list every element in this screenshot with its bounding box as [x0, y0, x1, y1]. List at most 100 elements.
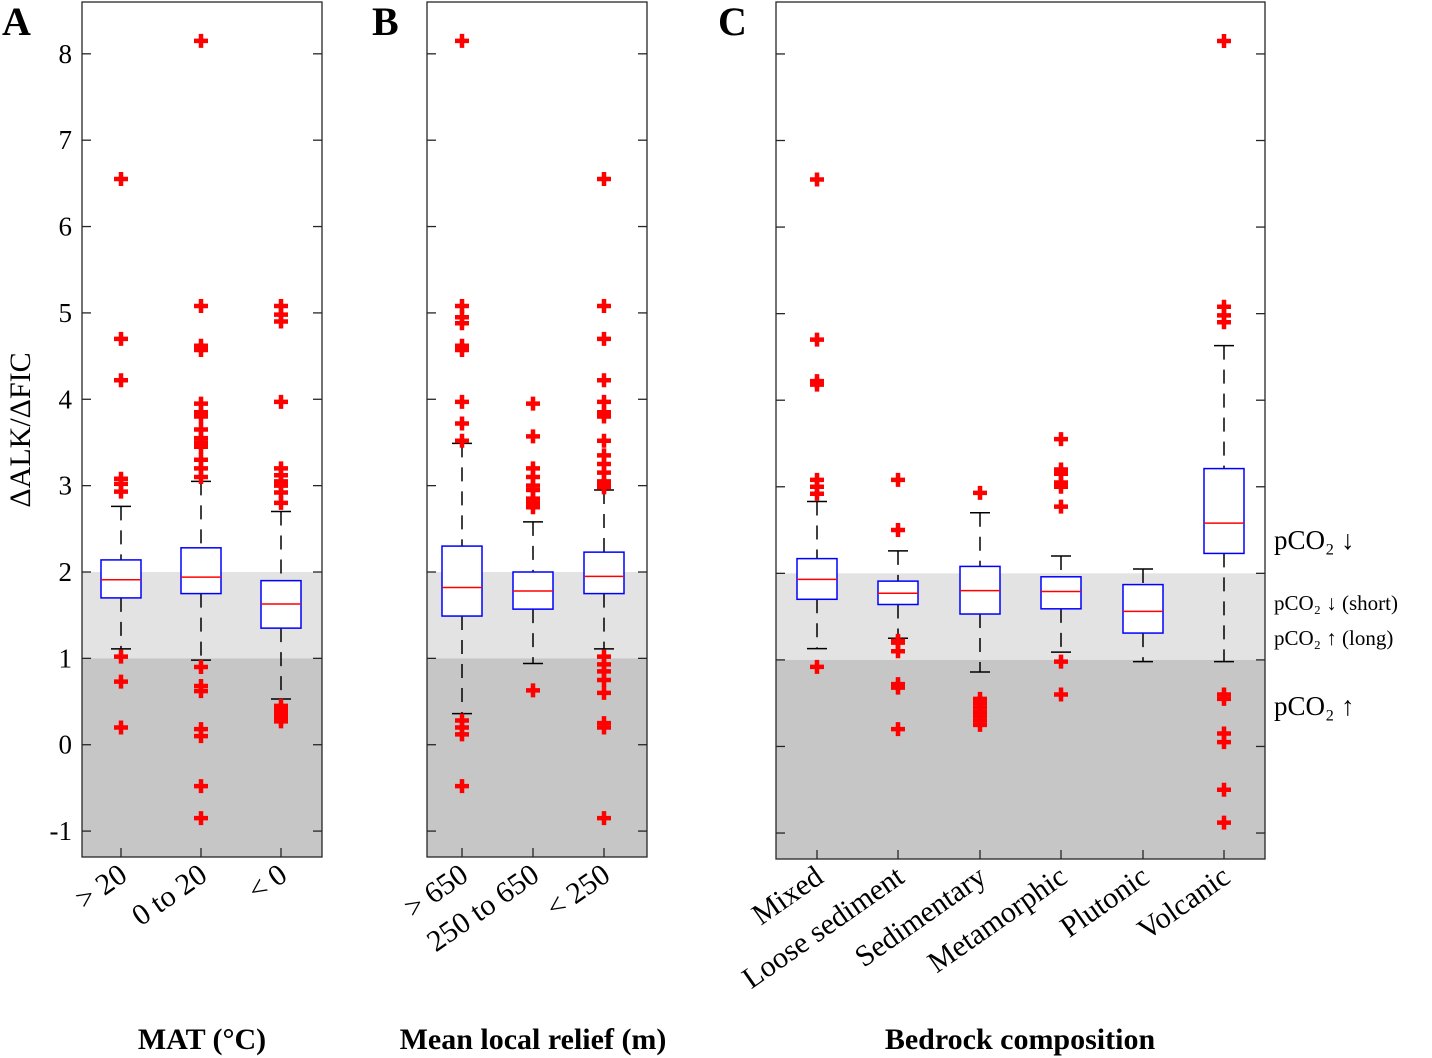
panel-title-a: MAT (°C)	[138, 1023, 266, 1056]
outlier-marker	[455, 433, 469, 448]
box-0-to-20	[180, 33, 222, 826]
outlier-marker	[1217, 815, 1231, 830]
y-tick-label: 5	[59, 298, 73, 328]
outlier-marker	[1054, 479, 1068, 494]
x-tick-label: > 20	[70, 858, 134, 916]
iqr-box	[1203, 467, 1245, 555]
outlier-marker	[455, 727, 469, 742]
outlier-marker	[597, 331, 611, 346]
panel-a: -1 0 1 2 3 4 5 6 7 8 > 200 to 20 < 0	[50, 1, 323, 933]
box-sedimentary	[959, 485, 1001, 732]
box-250	[583, 172, 625, 826]
outlier-marker	[597, 172, 611, 187]
y-tick-label: 0	[59, 730, 73, 760]
iqr-box	[100, 559, 142, 599]
outlier-marker	[455, 316, 469, 331]
x-tick-label: Volcanic	[1132, 860, 1236, 947]
outlier-marker	[810, 377, 824, 392]
annotation-pco2-short: pCO₂ ↓ (short)	[1274, 591, 1398, 615]
x-tick-label: < 0	[242, 858, 293, 908]
outlier-marker	[114, 674, 128, 689]
outlier-marker	[274, 394, 288, 409]
outlier-marker	[1217, 735, 1231, 750]
outlier-marker	[114, 484, 128, 499]
panel-letter-b: B	[372, 0, 399, 44]
outlier-marker	[1217, 782, 1231, 797]
outlier-marker	[891, 680, 905, 695]
outlier-marker	[1054, 499, 1068, 514]
outlier-marker	[194, 343, 208, 358]
outlier-marker	[194, 409, 208, 424]
outlier-marker	[455, 343, 469, 358]
outlier-marker	[1217, 315, 1231, 330]
outlier-marker	[455, 394, 469, 409]
box-metamorphic	[1040, 432, 1082, 702]
box-0	[260, 299, 302, 729]
outlier-marker	[597, 720, 611, 735]
box-volcanic	[1203, 33, 1245, 830]
panel-letter-c: C	[718, 0, 747, 44]
outlier-marker	[526, 429, 540, 444]
outlier-marker	[597, 672, 611, 687]
outlier-marker	[973, 717, 987, 732]
y-tick-label: 8	[59, 39, 73, 69]
outlier-marker	[526, 396, 540, 411]
box-20	[100, 172, 142, 735]
outlier-marker	[194, 299, 208, 313]
iqr-box	[180, 547, 222, 595]
y-tick-label: 1	[59, 643, 73, 673]
x-tick-label: 0 to 20	[126, 858, 213, 933]
outlier-marker	[455, 416, 469, 431]
outlier-marker	[597, 480, 611, 495]
outlier-marker	[597, 433, 611, 448]
y-tick-label: 2	[59, 557, 73, 587]
iqr-box	[1040, 576, 1082, 610]
iqr-box	[1122, 583, 1164, 634]
outlier-marker	[597, 811, 611, 826]
outlier-marker	[274, 314, 288, 329]
outlier-marker	[810, 486, 824, 501]
outlier-marker	[526, 500, 540, 515]
outlier-marker	[194, 470, 208, 484]
y-tick-label: 7	[59, 125, 73, 155]
outlier-marker	[891, 722, 905, 737]
panel-letter-a: A	[2, 0, 31, 44]
outlier-marker	[114, 373, 128, 388]
x-tick-label: < 250	[540, 858, 616, 925]
outlier-marker	[194, 779, 208, 794]
outlier-marker	[114, 172, 128, 187]
outlier-marker	[597, 685, 611, 700]
panel-title-b: Mean local relief (m)	[400, 1023, 667, 1056]
outlier-marker	[194, 684, 208, 699]
outlier-marker	[274, 495, 288, 510]
box-250-to-650	[512, 396, 554, 698]
outlier-marker	[1054, 687, 1068, 702]
y-tick-label: 3	[59, 471, 73, 501]
annotation-pco2-long: pCO₂ ↑ (long)	[1274, 626, 1393, 650]
outlier-marker	[114, 720, 128, 735]
iqr-box	[583, 551, 625, 595]
outlier-marker	[891, 644, 905, 659]
outlier-marker	[114, 649, 128, 664]
outlier-marker	[114, 331, 128, 346]
outlier-marker	[1217, 33, 1231, 48]
band-intermediate	[776, 573, 1265, 660]
iqr-box	[441, 545, 483, 617]
outlier-marker	[973, 485, 987, 500]
annotation-pco2-increase: pCO₂ ↑	[1274, 691, 1355, 721]
outlier-marker	[810, 172, 824, 187]
y-tick-label: 4	[59, 384, 73, 414]
box-650	[441, 33, 483, 794]
outlier-marker	[526, 683, 540, 698]
outlier-marker	[810, 332, 824, 347]
box-plutonic	[1122, 568, 1164, 663]
outlier-marker	[891, 472, 905, 487]
axes-frame	[775, 1, 1266, 860]
y-axis-label: ΔALK/ΔFIC	[4, 352, 37, 507]
y-tick-label: 6	[59, 212, 73, 242]
outlier-marker	[455, 33, 469, 48]
outlier-marker	[194, 660, 208, 674]
